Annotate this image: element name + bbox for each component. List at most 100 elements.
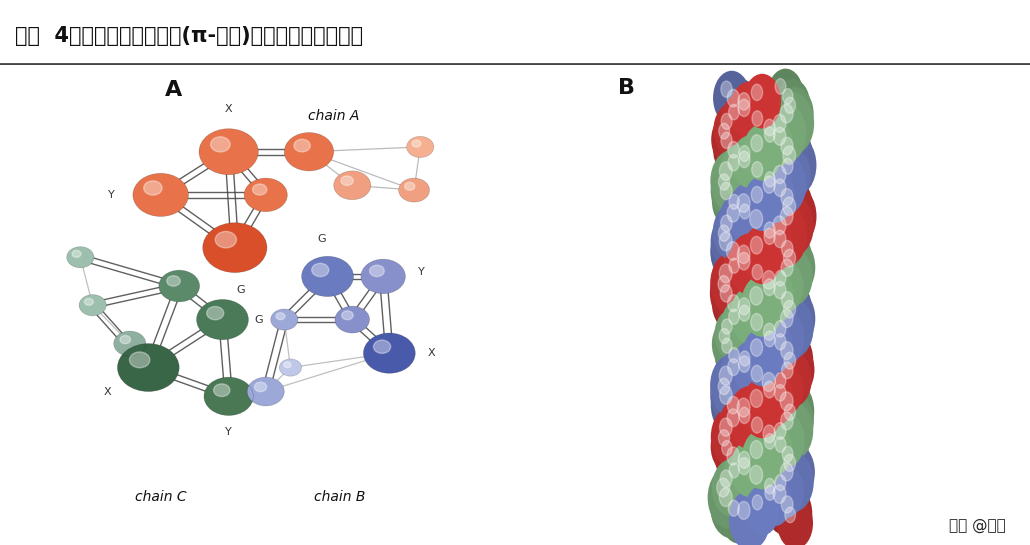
Circle shape <box>756 211 793 265</box>
Circle shape <box>740 351 750 366</box>
Circle shape <box>781 207 793 225</box>
Circle shape <box>774 179 786 197</box>
Circle shape <box>729 82 769 140</box>
Circle shape <box>764 126 776 142</box>
Circle shape <box>783 146 795 165</box>
Circle shape <box>302 256 353 296</box>
Circle shape <box>294 140 310 152</box>
Circle shape <box>771 451 814 512</box>
Circle shape <box>776 342 815 398</box>
Circle shape <box>341 176 353 185</box>
Circle shape <box>764 479 776 494</box>
Circle shape <box>778 497 813 545</box>
Circle shape <box>763 176 776 193</box>
Circle shape <box>728 309 740 324</box>
Circle shape <box>783 89 793 104</box>
Circle shape <box>312 263 329 277</box>
Circle shape <box>730 141 768 196</box>
Circle shape <box>757 162 792 213</box>
Circle shape <box>334 171 371 199</box>
Circle shape <box>765 168 805 226</box>
Circle shape <box>765 270 805 329</box>
Circle shape <box>732 341 767 392</box>
Circle shape <box>767 69 803 121</box>
Circle shape <box>199 129 259 175</box>
Circle shape <box>756 218 793 272</box>
Circle shape <box>715 310 749 360</box>
Circle shape <box>167 276 180 286</box>
Circle shape <box>729 241 769 300</box>
Circle shape <box>718 378 729 395</box>
Circle shape <box>771 92 814 155</box>
Circle shape <box>715 431 749 481</box>
Circle shape <box>720 284 732 302</box>
Circle shape <box>784 352 795 369</box>
Circle shape <box>785 507 795 523</box>
Circle shape <box>776 78 786 94</box>
Circle shape <box>213 384 230 397</box>
Circle shape <box>729 195 740 209</box>
Circle shape <box>755 165 795 223</box>
Circle shape <box>776 373 786 389</box>
Circle shape <box>775 238 816 296</box>
Circle shape <box>745 101 780 153</box>
Circle shape <box>781 189 793 206</box>
Circle shape <box>727 89 740 107</box>
Circle shape <box>771 195 814 257</box>
Circle shape <box>342 311 353 320</box>
Circle shape <box>711 374 753 435</box>
Circle shape <box>370 265 384 277</box>
Circle shape <box>711 164 748 218</box>
Circle shape <box>72 250 81 257</box>
Circle shape <box>744 152 781 204</box>
Circle shape <box>252 184 267 195</box>
Circle shape <box>721 299 757 350</box>
Circle shape <box>731 295 768 349</box>
Text: G: G <box>254 314 264 325</box>
Circle shape <box>721 338 756 389</box>
Circle shape <box>764 119 776 136</box>
Circle shape <box>772 216 786 235</box>
Circle shape <box>752 162 762 177</box>
Circle shape <box>774 230 812 286</box>
Circle shape <box>399 178 430 202</box>
Circle shape <box>784 454 795 471</box>
Circle shape <box>727 447 740 465</box>
Circle shape <box>728 386 771 449</box>
Circle shape <box>743 302 782 360</box>
Circle shape <box>750 389 762 408</box>
Circle shape <box>781 137 793 155</box>
Circle shape <box>782 292 793 308</box>
Circle shape <box>767 261 803 313</box>
Circle shape <box>740 204 750 219</box>
Circle shape <box>774 114 786 132</box>
Circle shape <box>67 247 94 268</box>
Circle shape <box>744 176 781 231</box>
Circle shape <box>279 359 302 376</box>
Circle shape <box>407 136 434 158</box>
Circle shape <box>737 245 750 264</box>
Circle shape <box>774 485 813 542</box>
Circle shape <box>737 501 750 519</box>
Circle shape <box>750 287 762 305</box>
Circle shape <box>756 108 794 164</box>
Circle shape <box>742 429 783 489</box>
Circle shape <box>763 323 776 341</box>
Circle shape <box>764 204 808 267</box>
Circle shape <box>751 237 762 254</box>
Circle shape <box>775 334 786 350</box>
Circle shape <box>777 393 814 448</box>
Circle shape <box>210 137 230 152</box>
Circle shape <box>130 352 149 368</box>
Circle shape <box>215 232 237 248</box>
Circle shape <box>374 340 390 353</box>
Circle shape <box>776 443 815 501</box>
Circle shape <box>244 178 287 211</box>
Circle shape <box>728 154 740 171</box>
Circle shape <box>767 427 803 479</box>
Text: Y: Y <box>226 427 232 438</box>
Circle shape <box>767 324 804 378</box>
Circle shape <box>740 146 750 161</box>
Circle shape <box>775 385 786 401</box>
Circle shape <box>775 270 786 286</box>
